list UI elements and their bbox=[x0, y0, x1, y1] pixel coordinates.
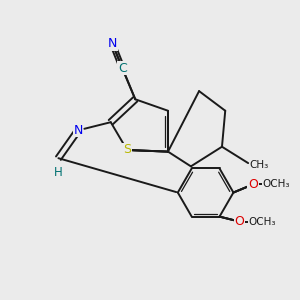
Text: O: O bbox=[248, 178, 258, 191]
Text: OCH₃: OCH₃ bbox=[248, 217, 276, 226]
Text: N: N bbox=[108, 37, 117, 50]
Text: S: S bbox=[123, 143, 131, 157]
Text: O: O bbox=[234, 215, 244, 228]
Text: OCH₃: OCH₃ bbox=[262, 179, 290, 189]
Text: CH₃: CH₃ bbox=[250, 160, 269, 170]
Text: C: C bbox=[118, 62, 127, 75]
Text: H: H bbox=[54, 167, 63, 179]
Text: N: N bbox=[73, 124, 83, 137]
